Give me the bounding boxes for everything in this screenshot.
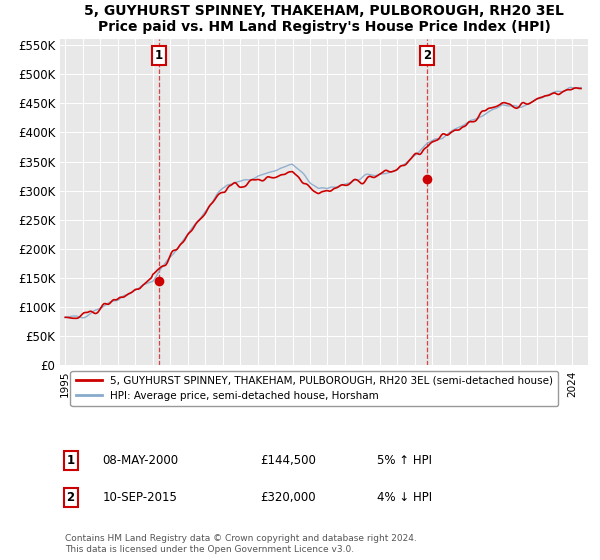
Text: £144,500: £144,500: [260, 454, 317, 467]
Title: 5, GUYHURST SPINNEY, THAKEHAM, PULBOROUGH, RH20 3EL
Price paid vs. HM Land Regis: 5, GUYHURST SPINNEY, THAKEHAM, PULBOROUG…: [84, 4, 564, 34]
Text: £320,000: £320,000: [260, 491, 316, 504]
Text: 1: 1: [155, 49, 163, 62]
Text: 5% ↑ HPI: 5% ↑ HPI: [377, 454, 432, 467]
Text: 4% ↓ HPI: 4% ↓ HPI: [377, 491, 432, 504]
Text: 2: 2: [67, 491, 74, 504]
Legend: 5, GUYHURST SPINNEY, THAKEHAM, PULBOROUGH, RH20 3EL (semi-detached house), HPI: : 5, GUYHURST SPINNEY, THAKEHAM, PULBOROUG…: [70, 371, 558, 406]
Text: 10-SEP-2015: 10-SEP-2015: [102, 491, 177, 504]
Text: 08-MAY-2000: 08-MAY-2000: [102, 454, 178, 467]
Text: Contains HM Land Registry data © Crown copyright and database right 2024.
This d: Contains HM Land Registry data © Crown c…: [65, 534, 417, 553]
Text: 2: 2: [423, 49, 431, 62]
Text: 1: 1: [67, 454, 74, 467]
